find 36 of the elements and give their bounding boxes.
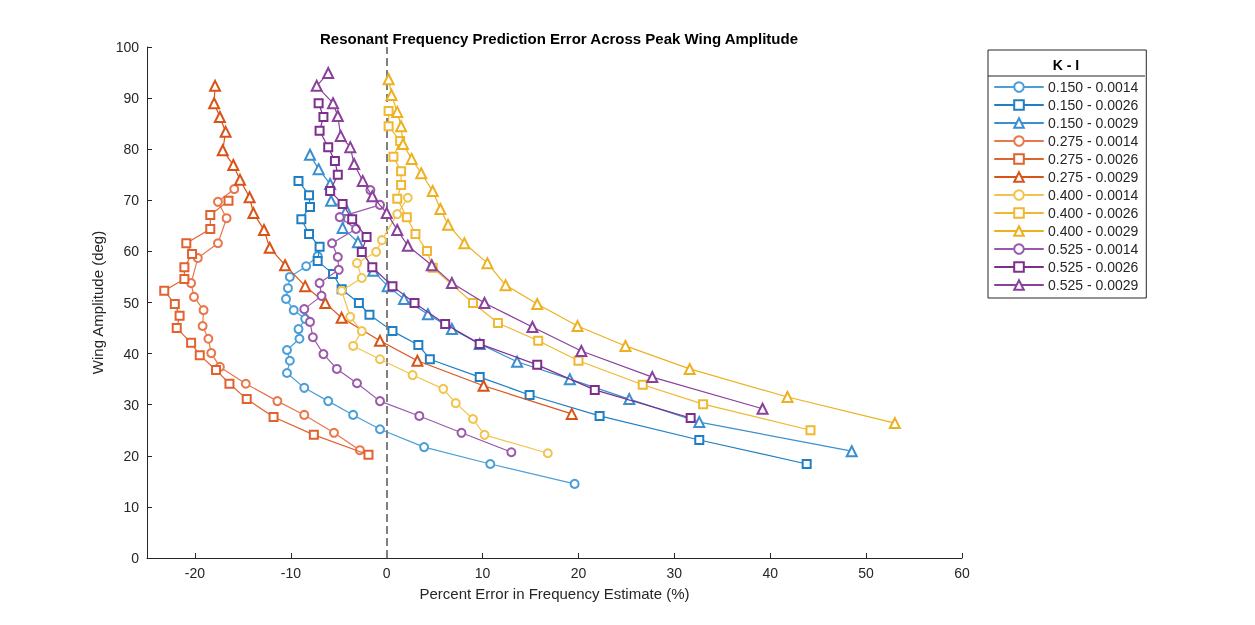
y-tick-label: 100 bbox=[115, 39, 140, 55]
x-tick-label: 10 bbox=[474, 565, 491, 581]
legend-label: 0.525 - 0.0026 bbox=[1048, 259, 1139, 275]
y-tick-label: 80 bbox=[123, 141, 140, 158]
y-tick-label: 60 bbox=[123, 243, 140, 260]
y-tick-label: 50 bbox=[123, 294, 140, 311]
legend-title: K - I bbox=[1052, 57, 1080, 73]
y-tick-label: 10 bbox=[123, 498, 140, 515]
x-tick-label: 20 bbox=[570, 565, 587, 581]
legend-label: 0.525 - 0.0014 bbox=[1048, 241, 1139, 257]
y-tick-label: 90 bbox=[123, 90, 140, 107]
legend-label: 0.150 - 0.0014 bbox=[1048, 79, 1139, 95]
x-tick-label: 60 bbox=[954, 565, 970, 581]
x-tick-label: 0 bbox=[382, 565, 391, 581]
y-axis-title: Wing Amplitude (deg) bbox=[88, 230, 106, 375]
legend-label: 0.400 - 0.0026 bbox=[1048, 205, 1139, 221]
legend-label: 0.150 - 0.0029 bbox=[1048, 115, 1139, 131]
legend-label: 0.150 - 0.0026 bbox=[1048, 97, 1139, 113]
x-tick-label: 30 bbox=[666, 565, 683, 581]
x-tick-label: 40 bbox=[762, 565, 779, 581]
chart-title: Resonant Frequency Prediction Error Across Peak Wing Amplitude bbox=[319, 30, 799, 47]
x-axis-title: Percent Error in Frequency Estimate (%) bbox=[419, 585, 690, 602]
legend-label: 0.275 - 0.0026 bbox=[1048, 151, 1139, 167]
y-tick-label: 30 bbox=[123, 396, 140, 413]
y-tick-label: 70 bbox=[123, 192, 140, 209]
legend-label: 0.400 - 0.0014 bbox=[1048, 187, 1139, 203]
x-tick-label: 50 bbox=[858, 565, 875, 581]
legend-label: 0.400 - 0.0029 bbox=[1048, 223, 1139, 239]
legend-label: 0.275 - 0.0029 bbox=[1048, 169, 1139, 185]
y-tick-label: 0 bbox=[131, 550, 140, 566]
x-tick-label: -10 bbox=[280, 565, 302, 581]
y-tick-label: 20 bbox=[123, 447, 140, 464]
legend-label: 0.525 - 0.0029 bbox=[1048, 277, 1139, 293]
legend-label: 0.275 - 0.0014 bbox=[1048, 133, 1139, 149]
x-tick-label: -20 bbox=[184, 565, 206, 581]
y-tick-label: 40 bbox=[123, 345, 140, 362]
